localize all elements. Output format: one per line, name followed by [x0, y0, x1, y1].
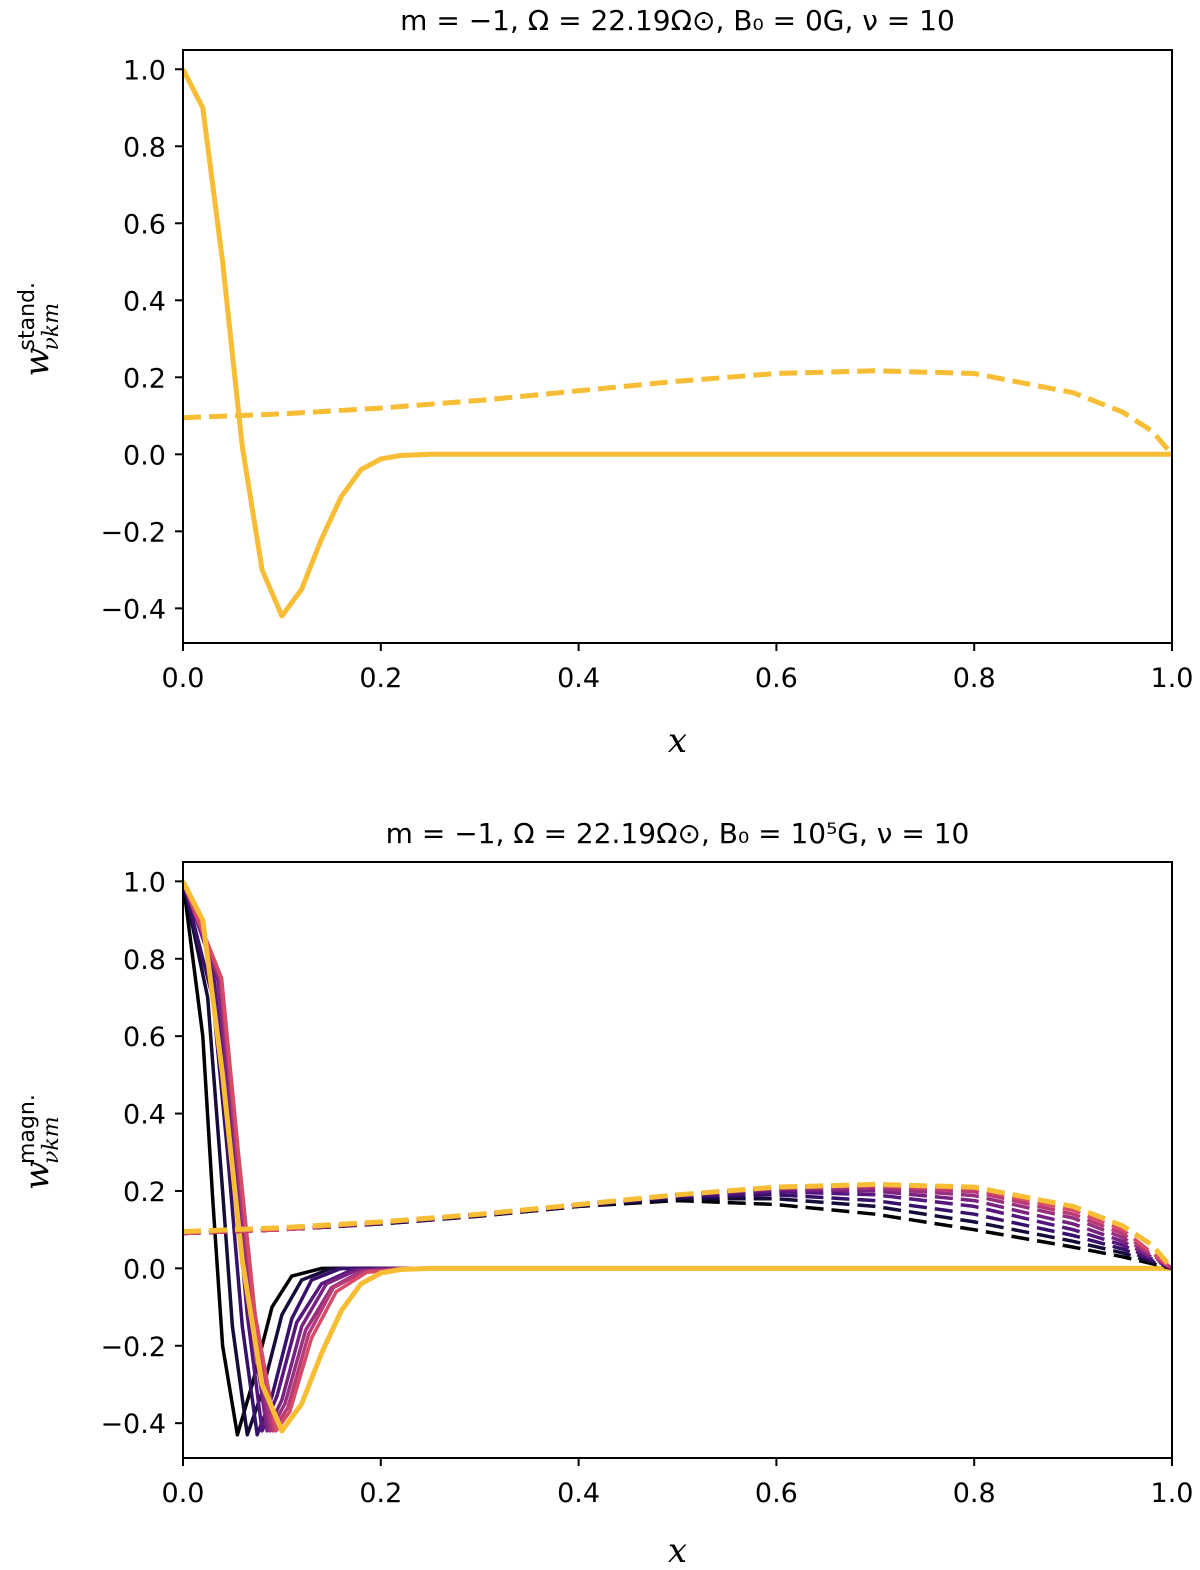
solid-series-line [183, 880, 1172, 1433]
dashed-series-line [183, 1196, 1172, 1271]
x-tick-label: 0.8 [953, 663, 996, 694]
y-axis-label-sup: magn. [15, 1094, 40, 1164]
y-axis-label-sub: νkm [39, 1116, 64, 1164]
x-axis-label: x [668, 1531, 687, 1570]
solid-series-line [183, 880, 1172, 1433]
x-tick-label: 0.6 [755, 663, 798, 694]
y-tick-label: 0.0 [123, 1254, 166, 1285]
series-group [183, 880, 1172, 1437]
y-tick-label: 0.2 [123, 1177, 166, 1208]
y-axis-label-sup: stand. [15, 282, 40, 350]
chart-title: m = −1, Ω = 22.19Ω⊙, B₀ = 0G, ν = 10 [400, 4, 955, 37]
plot-frame [182, 861, 1173, 1459]
solid-series-line [183, 880, 1172, 1433]
y-tick-label: 0.6 [123, 209, 166, 240]
y-tick-label: 0.2 [123, 363, 166, 394]
y-axis-label-main: w [17, 347, 57, 376]
y-axis-label-sub: νkm [39, 303, 64, 351]
x-tick-label: 0.0 [162, 663, 205, 694]
solid-series-line [183, 880, 1172, 1434]
x-tick-label: 0.0 [162, 1478, 205, 1509]
dashed-series-line [183, 368, 1172, 456]
solid-series-line [183, 880, 1172, 1433]
x-tick-label: 0.2 [359, 1478, 402, 1509]
solid-series-line [183, 880, 1172, 1437]
y-tick-label: −0.2 [100, 1332, 166, 1363]
x-tick-label: 0.2 [359, 663, 402, 694]
solid-series-line [183, 68, 1172, 619]
x-tick-label: 0.6 [755, 1478, 798, 1509]
y-tick-label: 1.0 [123, 55, 166, 86]
y-tick-label: 0.8 [123, 945, 166, 976]
solid-series-line [183, 880, 1172, 1433]
y-tick-label: 1.0 [123, 867, 166, 898]
y-tick-label: 0.6 [123, 1022, 166, 1053]
y-axis-label-main: w [17, 1161, 57, 1190]
y-tick-label: −0.4 [100, 594, 166, 625]
x-tick-label: 1.0 [1151, 1478, 1194, 1509]
solid-series-line [183, 881, 1172, 1437]
y-tick-label: 0.0 [123, 440, 166, 471]
x-axis-label: x [668, 721, 687, 761]
bottom-panel: 0.0 0.2 0.4 0.6 0.8 1.0 −0.4 −0.2 0.0 0.2 0.4 0.6 0.… [15, 817, 1193, 1570]
series-group [183, 68, 1172, 619]
y-tick-label: −0.2 [100, 517, 166, 548]
y-tick-label: −0.4 [100, 1409, 166, 1440]
dashed-series-line [183, 1181, 1172, 1271]
x-tick-label: 0.8 [953, 1478, 996, 1509]
y-tick-label: 0.4 [123, 1100, 166, 1131]
x-tick-label: 1.0 [1151, 663, 1194, 694]
chart-title: m = −1, Ω = 22.19Ω⊙, B₀ = 10⁵G, ν = 10 [386, 817, 970, 850]
plot-frame [182, 49, 1173, 644]
y-tick-label: 0.4 [123, 286, 166, 317]
solid-series-line [183, 881, 1172, 1437]
x-tick-label: 0.4 [557, 663, 600, 694]
x-tick-label: 0.4 [557, 1478, 600, 1509]
y-tick-label: 0.8 [123, 132, 166, 163]
top-panel: 0.0 0.2 0.4 0.6 0.8 1.0 −0.4 −0.2 0.0 0.2 0.4 0.6 0.… [15, 4, 1193, 761]
